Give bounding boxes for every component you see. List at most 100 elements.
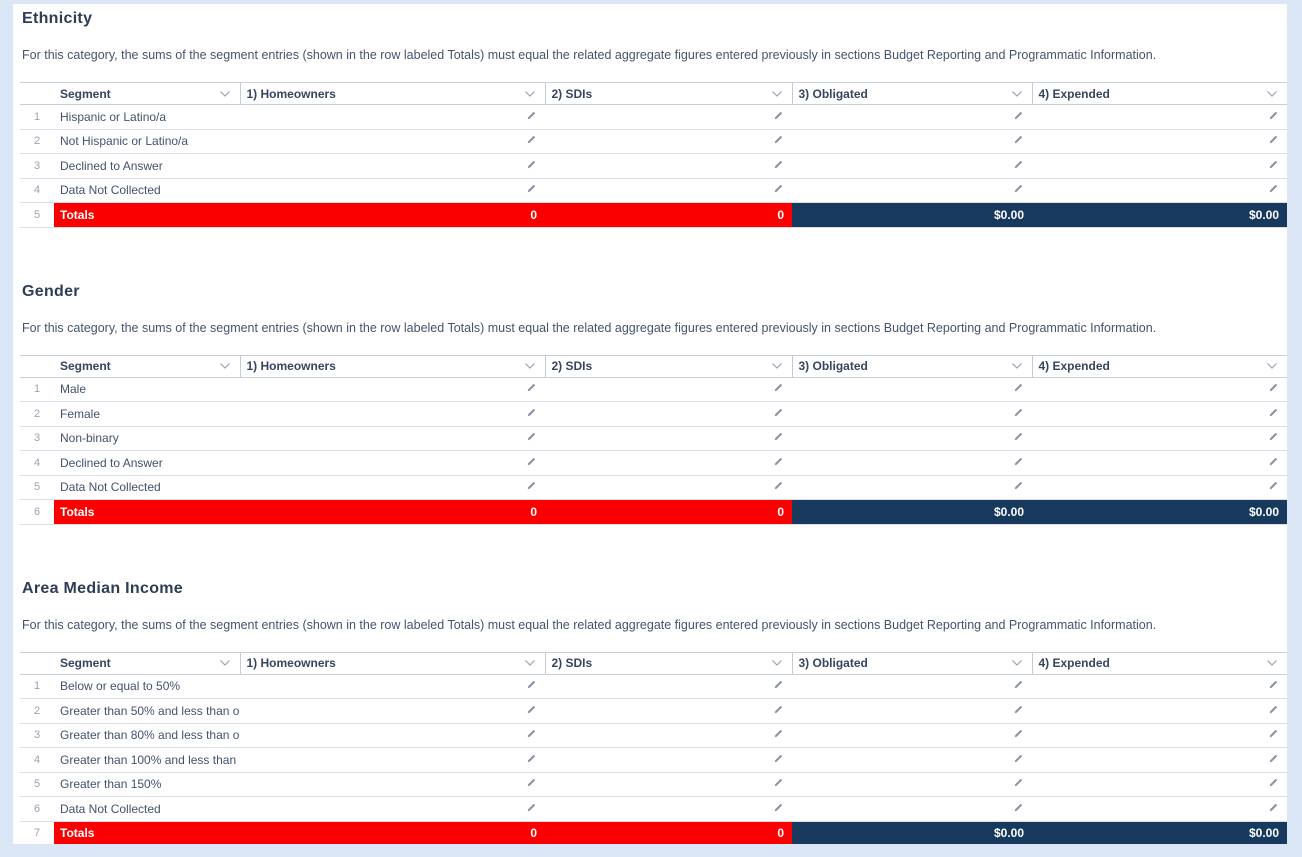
editable-cell-obligated[interactable] (792, 178, 1032, 203)
editable-cell-sdis[interactable] (545, 723, 792, 748)
pencil-icon[interactable] (526, 183, 537, 194)
chevron-down-icon[interactable] (771, 90, 783, 98)
pencil-icon[interactable] (773, 704, 784, 715)
pencil-icon[interactable] (773, 480, 784, 491)
pencil-icon[interactable] (1013, 456, 1024, 467)
chevron-down-icon[interactable] (219, 362, 231, 370)
pencil-icon[interactable] (1268, 728, 1279, 739)
pencil-icon[interactable] (1268, 382, 1279, 393)
editable-cell-sdis[interactable] (545, 698, 792, 724)
pencil-icon[interactable] (1013, 728, 1024, 739)
pencil-icon[interactable] (1268, 802, 1279, 813)
pencil-icon[interactable] (1013, 382, 1024, 393)
editable-cell-obligated[interactable] (792, 450, 1032, 476)
editable-cell-obligated[interactable] (792, 104, 1032, 130)
pencil-icon[interactable] (1268, 183, 1279, 194)
pencil-icon[interactable] (1268, 407, 1279, 418)
editable-cell-obligated[interactable] (792, 723, 1032, 748)
editable-cell-obligated[interactable] (792, 772, 1032, 797)
editable-cell-homeowners[interactable] (240, 747, 545, 773)
column-header-segment[interactable]: Segment (54, 651, 240, 675)
editable-cell-homeowners[interactable] (240, 475, 545, 500)
editable-cell-obligated[interactable] (792, 377, 1032, 402)
pencil-icon[interactable] (773, 407, 784, 418)
column-header-homeowners[interactable]: 1) Homeowners (239, 354, 545, 378)
pencil-icon[interactable] (526, 728, 537, 739)
editable-cell-sdis[interactable] (545, 772, 792, 797)
editable-cell-sdis[interactable] (545, 450, 792, 476)
editable-cell-expended[interactable] (1032, 475, 1287, 500)
pencil-icon[interactable] (1013, 159, 1024, 170)
pencil-icon[interactable] (1268, 431, 1279, 442)
pencil-icon[interactable] (773, 382, 784, 393)
editable-cell-homeowners[interactable] (240, 104, 545, 130)
column-header-obligated[interactable]: 3) Obligated (791, 651, 1032, 675)
editable-cell-expended[interactable] (1032, 723, 1287, 748)
editable-cell-obligated[interactable] (792, 129, 1032, 154)
editable-cell-sdis[interactable] (545, 674, 792, 699)
chevron-down-icon[interactable] (771, 362, 783, 370)
pencil-icon[interactable] (526, 456, 537, 467)
editable-cell-expended[interactable] (1032, 104, 1287, 130)
pencil-icon[interactable] (773, 110, 784, 121)
pencil-icon[interactable] (1013, 679, 1024, 690)
pencil-icon[interactable] (1268, 456, 1279, 467)
chevron-down-icon[interactable] (1011, 659, 1023, 667)
editable-cell-homeowners[interactable] (240, 450, 545, 476)
editable-cell-homeowners[interactable] (240, 796, 545, 822)
pencil-icon[interactable] (1013, 407, 1024, 418)
pencil-icon[interactable] (1268, 679, 1279, 690)
editable-cell-sdis[interactable] (545, 401, 792, 427)
editable-cell-expended[interactable] (1032, 153, 1287, 179)
editable-cell-obligated[interactable] (792, 674, 1032, 699)
pencil-icon[interactable] (1268, 480, 1279, 491)
column-header-expended[interactable]: 4) Expended (1031, 354, 1287, 378)
chevron-down-icon[interactable] (219, 659, 231, 667)
column-header-obligated[interactable]: 3) Obligated (791, 82, 1032, 105)
column-header-segment[interactable]: Segment (54, 354, 240, 378)
column-header-sdis[interactable]: 2) SDIs (544, 82, 792, 105)
editable-cell-sdis[interactable] (545, 377, 792, 402)
editable-cell-homeowners[interactable] (240, 674, 545, 699)
chevron-down-icon[interactable] (1266, 362, 1278, 370)
pencil-icon[interactable] (773, 456, 784, 467)
pencil-icon[interactable] (526, 159, 537, 170)
editable-cell-expended[interactable] (1032, 129, 1287, 154)
editable-cell-obligated[interactable] (792, 401, 1032, 427)
pencil-icon[interactable] (1268, 777, 1279, 788)
editable-cell-obligated[interactable] (792, 698, 1032, 724)
pencil-icon[interactable] (1013, 480, 1024, 491)
chevron-down-icon[interactable] (771, 659, 783, 667)
pencil-icon[interactable] (1013, 134, 1024, 145)
editable-cell-sdis[interactable] (545, 475, 792, 500)
editable-cell-homeowners[interactable] (240, 723, 545, 748)
editable-cell-sdis[interactable] (545, 104, 792, 130)
editable-cell-obligated[interactable] (792, 747, 1032, 773)
column-header-sdis[interactable]: 2) SDIs (544, 651, 792, 675)
pencil-icon[interactable] (773, 431, 784, 442)
pencil-icon[interactable] (526, 753, 537, 764)
editable-cell-homeowners[interactable] (240, 178, 545, 203)
pencil-icon[interactable] (526, 704, 537, 715)
editable-cell-sdis[interactable] (545, 153, 792, 179)
pencil-icon[interactable] (773, 159, 784, 170)
pencil-icon[interactable] (526, 802, 537, 813)
pencil-icon[interactable] (526, 480, 537, 491)
pencil-icon[interactable] (1268, 134, 1279, 145)
column-header-homeowners[interactable]: 1) Homeowners (239, 82, 545, 105)
chevron-down-icon[interactable] (524, 659, 536, 667)
editable-cell-expended[interactable] (1032, 426, 1287, 451)
chevron-down-icon[interactable] (1011, 362, 1023, 370)
pencil-icon[interactable] (1013, 704, 1024, 715)
editable-cell-sdis[interactable] (545, 796, 792, 822)
editable-cell-expended[interactable] (1032, 674, 1287, 699)
pencil-icon[interactable] (1268, 753, 1279, 764)
chevron-down-icon[interactable] (1011, 90, 1023, 98)
pencil-icon[interactable] (526, 777, 537, 788)
editable-cell-obligated[interactable] (792, 475, 1032, 500)
pencil-icon[interactable] (1013, 110, 1024, 121)
editable-cell-obligated[interactable] (792, 426, 1032, 451)
pencil-icon[interactable] (773, 753, 784, 764)
pencil-icon[interactable] (526, 679, 537, 690)
editable-cell-expended[interactable] (1032, 796, 1287, 822)
